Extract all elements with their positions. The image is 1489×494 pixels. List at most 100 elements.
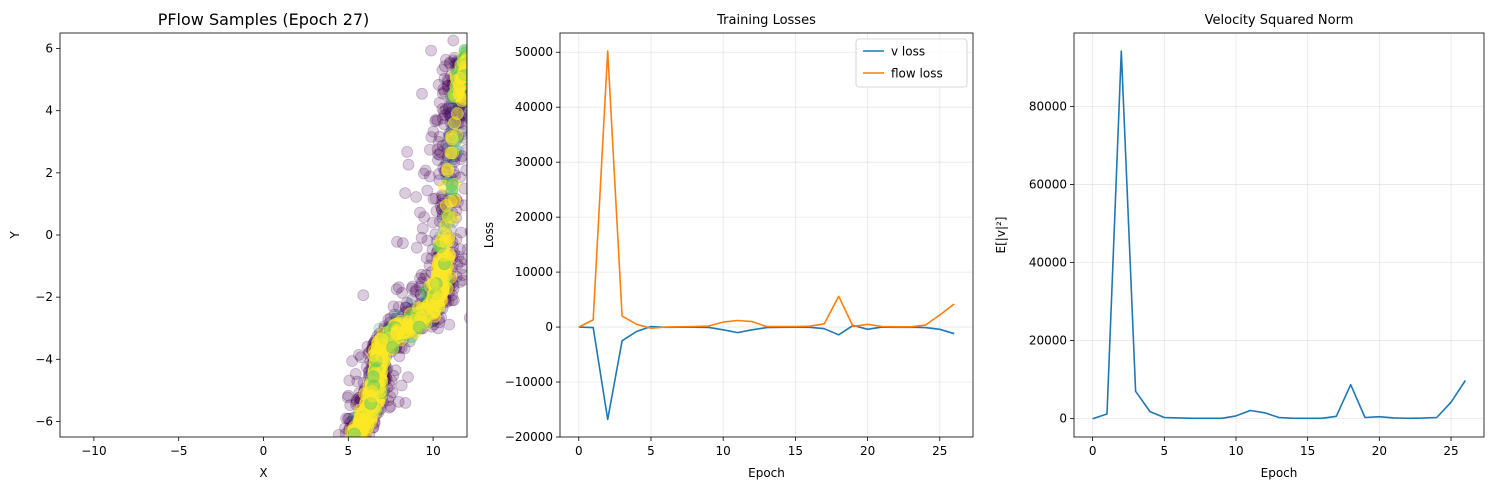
scatter-point [476,43,487,54]
scatter-point [354,351,367,364]
scatter-point [351,441,362,452]
scatter-point [477,131,488,142]
scatter-point [474,209,485,220]
scatter-point [431,143,444,156]
scatter-point [384,400,397,413]
scatter-point [454,243,466,256]
scatter-point [469,98,480,109]
scatter-point [438,227,451,241]
scatter-point [465,80,467,89]
scatter-point [455,262,467,275]
scatter-point [450,107,464,120]
scatter-point [477,82,488,93]
scatter-point [401,145,414,158]
scatter-point [468,55,479,66]
scatter-point [438,109,451,122]
y-tick-label: 10000 [515,265,553,279]
scatter-point [402,158,415,171]
legend-flow-loss-label: flow loss [891,67,943,81]
scatter-point [392,395,405,408]
scatter-point [410,241,423,254]
scatter-point [445,132,459,146]
scatter-point [468,93,479,104]
scatter-point [454,255,467,268]
x-tick-label: 20 [860,444,875,458]
scatter-point [433,130,446,143]
scatter-point [457,269,467,281]
scatter-point [396,286,408,299]
losses-y-label: Loss [482,222,496,248]
scatter-panel: PFlow Samples (Epoch 27) −10 −5 0 5 10 −6−4−… [8,10,545,480]
x-tick-label: 0 [260,444,268,458]
scatter-point [481,72,492,83]
scatter-point [466,68,467,72]
y-tick-label: 80000 [1029,99,1067,113]
y-tick-label: −6 [35,414,53,428]
velocity-y-label: E[|v|²] [994,217,1008,254]
scatter-point [391,235,403,248]
x-tick-label: 5 [1160,444,1168,458]
scatter-point [470,131,481,142]
scatter-point [485,77,496,88]
scatter-point [438,105,450,118]
scatter-point [423,143,436,156]
scatter-point [346,355,359,367]
scatter-point [412,320,426,334]
scatter-point [454,153,467,166]
scatter-point [405,282,418,295]
scatter-point [395,379,408,392]
scatter-point [454,71,467,84]
scatter-point [443,248,456,262]
scatter-point [420,252,433,265]
y-tick-label: −2 [35,290,53,304]
scatter-point [534,231,545,242]
y-tick-label: −4 [35,352,53,366]
velocity-title: Velocity Squared Norm [1205,13,1354,28]
scatter-point [387,300,400,313]
x-tick-label: 15 [788,444,803,458]
scatter-point [429,192,442,205]
scatter-point [475,77,486,88]
scatter-point [473,120,484,131]
velocity-y-ticks: 0 20000 40000 60000 80000 [1029,99,1074,426]
scatter-point [401,321,415,335]
x-tick-label: 5 [647,444,655,458]
losses-grid [560,33,973,438]
scatter-point [481,51,492,62]
scatter-point [463,312,467,324]
scatter-point [406,293,419,306]
scatter-point [466,257,467,264]
scatter-point [390,283,403,296]
losses-series-lines [578,50,955,421]
scatter-point [469,49,480,60]
x-tick-label: −10 [81,444,106,458]
scatter-point [439,103,452,115]
scatter-point [487,69,498,80]
scatter-point [489,73,500,84]
x-tick-label: 20 [1372,444,1387,458]
y-tick-label: 0 [1059,412,1067,426]
scatter-point [479,156,490,167]
scatter-point [436,139,449,152]
scatter-point [340,412,353,425]
scatter-point [423,170,436,183]
y-tick-label: 20000 [515,210,553,224]
scatter-point [466,77,467,84]
scatter-point [441,210,455,224]
scatter-point [399,187,412,200]
x-tick-label: 0 [575,444,583,458]
scatter-point [427,192,440,205]
scatter-point [447,34,460,47]
scatter-point [342,389,355,402]
scatter-y-ticks: −6 −4 −2 0 2 4 6 [35,42,60,428]
scatter-point [353,439,364,450]
scatter-point [349,367,362,380]
scatter-point [456,274,467,287]
velocity-x-label: Epoch [1261,466,1298,480]
losses-legend: v loss flow loss [855,38,968,88]
scatter-point [417,167,430,180]
scatter-point [421,184,434,197]
scatter-point [406,280,419,293]
scatter-point [482,66,493,77]
x-tick-label: 15 [1300,444,1315,458]
